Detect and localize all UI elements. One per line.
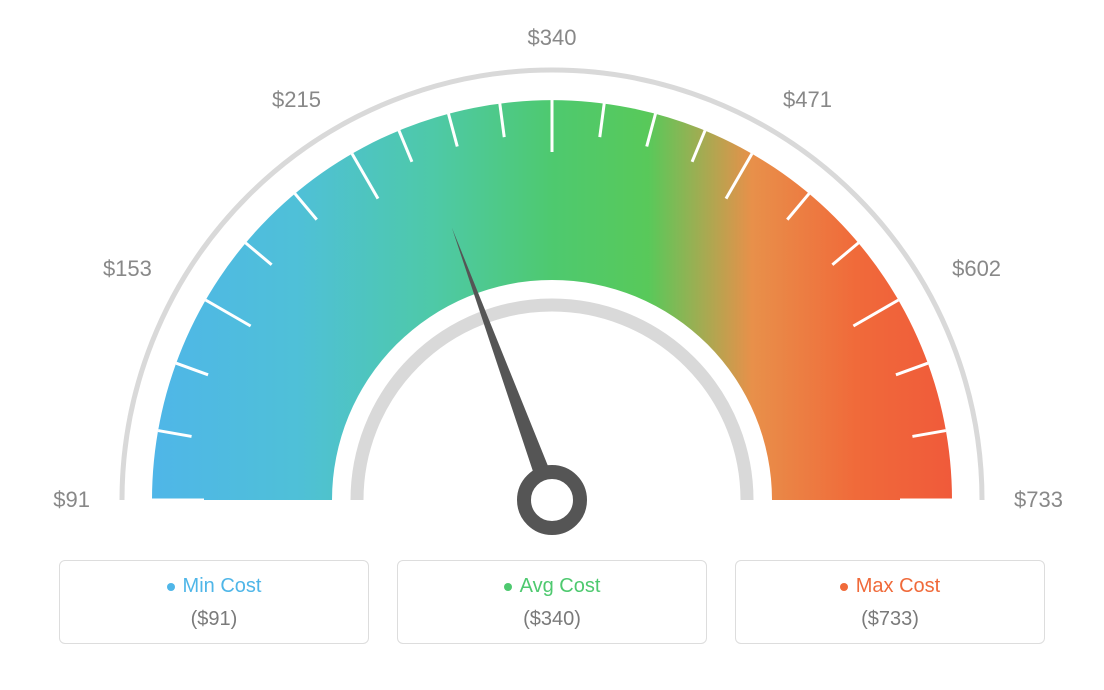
legend-dot-max — [840, 583, 848, 591]
legend-dot-avg — [504, 583, 512, 591]
svg-text:$471: $471 — [783, 87, 832, 112]
gauge-svg: $91 $153 $215 $340 $471 $602 $733 — [0, 0, 1104, 550]
svg-text:$602: $602 — [952, 256, 1001, 281]
gauge-chart: $91 $153 $215 $340 $471 $602 $733 — [0, 0, 1104, 550]
svg-text:$733: $733 — [1014, 487, 1063, 512]
legend-row: Min Cost ($91) Avg Cost ($340) Max Cost … — [0, 560, 1104, 644]
legend-card-min: Min Cost ($91) — [59, 560, 369, 644]
svg-text:$153: $153 — [103, 256, 152, 281]
legend-dot-min — [167, 583, 175, 591]
legend-label-min: Min Cost — [183, 575, 262, 598]
legend-card-max: Max Cost ($733) — [735, 560, 1045, 644]
legend-value-max: ($733) — [736, 608, 1044, 631]
svg-text:$215: $215 — [272, 87, 321, 112]
legend-label-max: Max Cost — [856, 575, 940, 598]
legend-title-min: Min Cost — [167, 575, 262, 598]
legend-card-avg: Avg Cost ($340) — [397, 560, 707, 644]
legend-title-avg: Avg Cost — [504, 575, 601, 598]
svg-text:$340: $340 — [528, 25, 577, 50]
legend-value-avg: ($340) — [398, 608, 706, 631]
legend-label-avg: Avg Cost — [520, 575, 601, 598]
legend-value-min: ($91) — [60, 608, 368, 631]
svg-text:$91: $91 — [53, 487, 90, 512]
legend-title-max: Max Cost — [840, 575, 940, 598]
